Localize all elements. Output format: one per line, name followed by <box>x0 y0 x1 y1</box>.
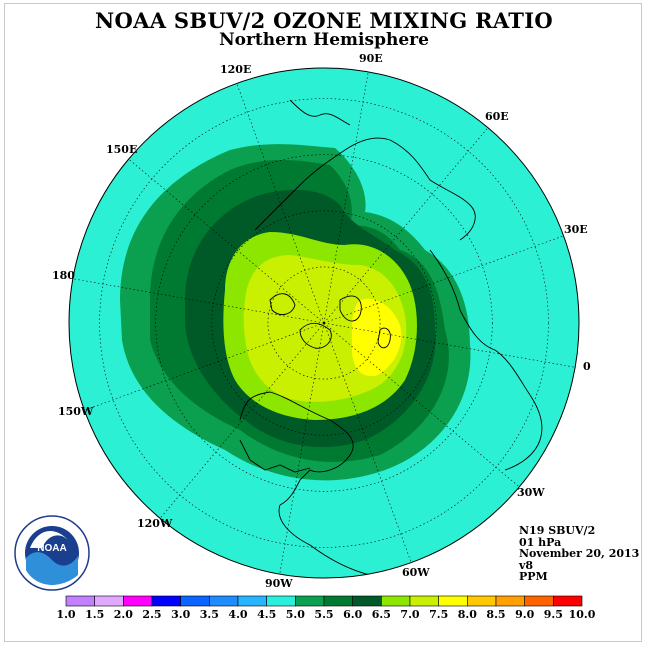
colorbar-tick-label: 8.5 <box>486 608 506 621</box>
map-subtitle: Northern Hemisphere <box>219 30 429 50</box>
colorbar-swatch <box>409 595 439 607</box>
lon-label-30w: 30W <box>517 486 545 499</box>
latitude-circle <box>211 210 437 436</box>
colorbar-tick-label: 6.0 <box>343 608 363 621</box>
meridian-line <box>72 278 325 324</box>
lon-label-150w: 150W <box>58 405 94 418</box>
colorbar-swatch <box>151 595 181 607</box>
pressure-level-text: 01 hPa <box>519 535 562 549</box>
colorbar-swatch <box>180 595 210 607</box>
meridian-line <box>279 322 325 575</box>
colorbar-tick-label: 6.5 <box>371 608 391 621</box>
colorbar-swatch <box>381 595 411 607</box>
colorbar-tick-label: 5.0 <box>285 608 305 621</box>
meridian-line <box>236 83 325 324</box>
meridian-line <box>323 322 520 488</box>
colorbar-tick-label: 3.5 <box>199 608 219 621</box>
figure-frame <box>4 3 642 642</box>
graticule <box>72 71 576 575</box>
meridian-line <box>323 71 369 324</box>
colorbar-tick-label: 8.0 <box>457 608 477 621</box>
latitude-circle <box>155 154 493 492</box>
version-text: v8 <box>519 558 534 572</box>
colorbar-swatch <box>352 595 382 607</box>
lon-label-90w: 90W <box>265 577 293 590</box>
colorbar-swatch <box>438 595 468 607</box>
colorbar-swatch <box>123 595 153 607</box>
colorbar-swatch <box>209 595 239 607</box>
colorbar-swatch <box>524 595 554 607</box>
colorbar-swatch <box>467 595 497 607</box>
map-title: NOAA SBUV/2 OZONE MIXING RATIO <box>95 8 553 33</box>
meridian-line <box>128 158 325 324</box>
colorbar-swatch <box>495 595 525 607</box>
lon-label-60e: 60E <box>485 110 509 123</box>
colorbar-swatch <box>323 595 353 607</box>
meridian-line <box>323 127 489 324</box>
colorbar-tick-label: 9.5 <box>543 608 563 621</box>
meridian-line <box>323 322 412 563</box>
colorbar-swatch <box>295 595 325 607</box>
noaa-logo: NOAA <box>14 515 90 591</box>
colorbar-swatch <box>237 595 267 607</box>
colorbar-tick-label: 3.0 <box>171 608 191 621</box>
colorbar-tick-label: 5.5 <box>314 608 334 621</box>
colorbar-tick-label: 1.5 <box>85 608 105 621</box>
colorbar-tick-label: 4.0 <box>228 608 248 621</box>
colorbar-swatch <box>266 595 296 607</box>
colorbar-tick-label: 7.0 <box>400 608 420 621</box>
meridian-line <box>323 322 576 368</box>
lon-label-120e: 120E <box>220 63 252 76</box>
logo-text: NOAA <box>37 543 66 554</box>
lon-label-0: 0 <box>583 360 591 373</box>
colorbar-swatch <box>65 595 95 607</box>
coastlines <box>239 99 543 576</box>
map-boundary <box>68 67 580 579</box>
colorbar-swatch <box>553 595 583 607</box>
latitude-circle <box>99 98 549 548</box>
latitude-circle <box>267 266 381 380</box>
lon-label-30e: 30E <box>564 223 588 236</box>
lon-label-120w: 120W <box>137 517 173 530</box>
colorbar-tick-label: 7.5 <box>429 608 449 621</box>
colorbar-tick-label: 2.0 <box>113 608 133 621</box>
lon-label-150e: 150E <box>106 143 138 156</box>
colorbar-tick-label: 2.5 <box>142 608 162 621</box>
lon-label-180: 180 <box>52 269 75 282</box>
lon-label-60w: 60W <box>402 566 430 579</box>
meridian-line <box>159 322 325 519</box>
date-text: November 20, 2013 <box>519 547 640 560</box>
lon-label-90e: 90E <box>359 52 383 65</box>
colorbar <box>65 595 583 607</box>
colorbar-tick-label: 10.0 <box>568 608 596 621</box>
instrument-text: N19 SBUV/2 <box>519 524 596 537</box>
meridian-line <box>84 322 325 411</box>
units-text: PPM <box>519 570 548 583</box>
colorbar-swatch <box>94 595 124 607</box>
colorbar-tick-label: 1.0 <box>56 608 76 621</box>
map-disk <box>69 68 579 578</box>
data-info: N19 SBUV/2 01 hPa November 20, 2013 v8 P… <box>519 525 639 583</box>
colorbar-tick-label: 9.0 <box>515 608 535 621</box>
colorbar-tick-label: 4.5 <box>257 608 277 621</box>
meridian-line <box>323 235 564 324</box>
